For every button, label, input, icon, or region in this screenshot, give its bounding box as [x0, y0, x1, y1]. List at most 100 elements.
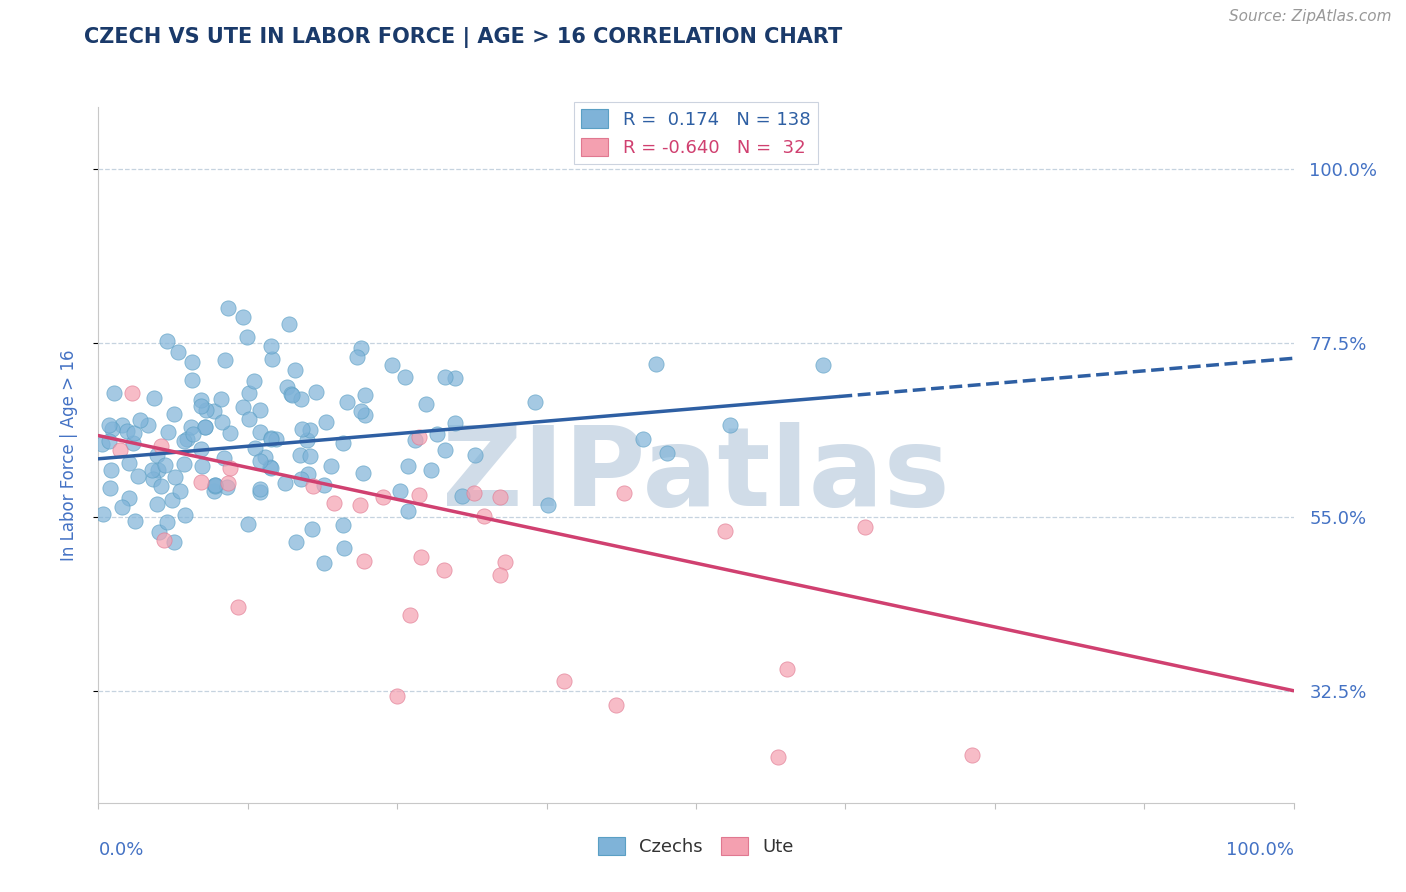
Point	[149, 439, 172, 453]
Point	[301, 522, 323, 536]
Point	[408, 488, 430, 502]
Point	[142, 472, 165, 486]
Point	[173, 457, 195, 471]
Point	[204, 479, 226, 493]
Point	[537, 498, 560, 512]
Point	[204, 478, 226, 492]
Point	[262, 351, 284, 366]
Point	[488, 568, 510, 582]
Point	[273, 475, 295, 490]
Point	[398, 458, 420, 473]
Point	[98, 434, 121, 449]
Point	[232, 400, 254, 414]
Point	[260, 339, 283, 353]
Point	[174, 508, 197, 523]
Point	[173, 434, 195, 448]
Point	[190, 392, 212, 407]
Point	[494, 555, 516, 569]
Point	[226, 599, 249, 614]
Y-axis label: In Labor Force | Age > 16: In Labor Force | Age > 16	[59, 349, 77, 561]
Point	[404, 433, 426, 447]
Point	[148, 525, 170, 540]
Point	[195, 403, 218, 417]
Point	[352, 466, 374, 480]
Point	[295, 433, 318, 447]
Point	[260, 460, 283, 475]
Point	[433, 563, 456, 577]
Point	[349, 498, 371, 512]
Point	[163, 407, 186, 421]
Point	[411, 549, 433, 564]
Point	[714, 524, 737, 538]
Point	[264, 432, 287, 446]
Point	[396, 504, 419, 518]
Point	[284, 363, 307, 377]
Point	[288, 449, 311, 463]
Point	[212, 450, 235, 465]
Point	[443, 416, 465, 430]
Point	[194, 420, 217, 434]
Point	[217, 476, 239, 491]
Point	[290, 392, 312, 407]
Point	[284, 535, 307, 549]
Point	[91, 507, 114, 521]
Point	[136, 417, 159, 432]
Point	[118, 456, 141, 470]
Point	[388, 483, 411, 498]
Point	[98, 482, 121, 496]
Point	[163, 535, 186, 549]
Point	[472, 509, 495, 524]
Point	[153, 458, 176, 473]
Point	[122, 436, 145, 450]
Point	[249, 484, 271, 499]
Point	[181, 373, 204, 387]
Point	[276, 380, 298, 394]
Point	[215, 480, 238, 494]
Point	[163, 470, 186, 484]
Point	[354, 388, 377, 402]
Point	[204, 478, 226, 492]
Point	[444, 371, 467, 385]
Text: 0.0%: 0.0%	[98, 841, 143, 859]
Point	[290, 422, 312, 436]
Point	[209, 392, 232, 406]
Point	[249, 454, 271, 468]
Point	[776, 662, 799, 676]
Text: CZECH VS UTE IN LABOR FORCE | AGE > 16 CORRELATION CHART: CZECH VS UTE IN LABOR FORCE | AGE > 16 C…	[84, 27, 842, 48]
Point	[488, 490, 510, 504]
Point	[350, 341, 373, 355]
Legend: Czechs, Ute: Czechs, Ute	[591, 830, 801, 863]
Point	[150, 479, 173, 493]
Point	[336, 394, 359, 409]
Point	[301, 479, 323, 493]
Point	[426, 426, 449, 441]
Point	[127, 469, 149, 483]
Point	[124, 514, 146, 528]
Point	[110, 442, 132, 457]
Point	[101, 422, 124, 436]
Point	[190, 475, 212, 490]
Point	[655, 445, 678, 459]
Point	[451, 489, 474, 503]
Point	[350, 404, 373, 418]
Point	[464, 448, 486, 462]
Point	[553, 674, 575, 689]
Point	[298, 450, 321, 464]
Point	[249, 402, 271, 417]
Point	[278, 317, 301, 331]
Point	[100, 462, 122, 476]
Point	[297, 467, 319, 481]
Point	[631, 433, 654, 447]
Point	[218, 461, 240, 475]
Point	[259, 460, 281, 475]
Point	[243, 442, 266, 456]
Point	[128, 412, 150, 426]
Point	[419, 463, 441, 477]
Point	[811, 358, 834, 372]
Point	[249, 425, 271, 440]
Point	[463, 486, 485, 500]
Point	[202, 483, 225, 498]
Point	[190, 442, 212, 456]
Point	[613, 486, 636, 500]
Point	[280, 387, 302, 401]
